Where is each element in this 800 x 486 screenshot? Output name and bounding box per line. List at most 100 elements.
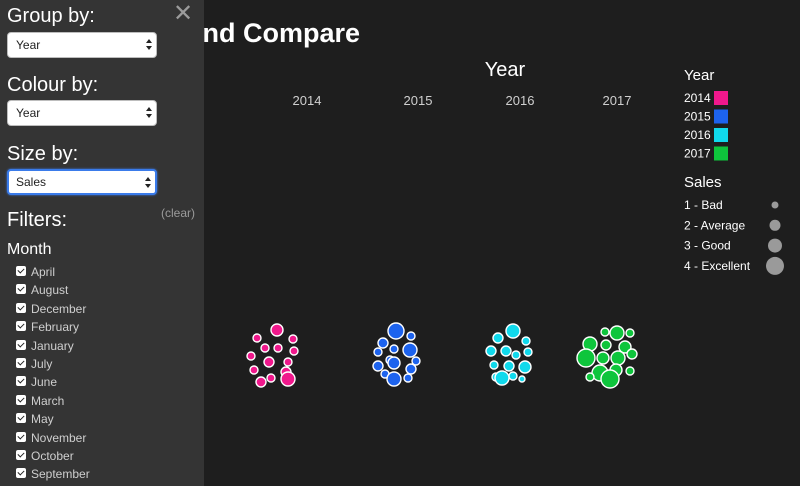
group-column-label: 2015 — [404, 93, 433, 108]
month-filter-label: March — [31, 393, 65, 408]
data-bubble — [596, 351, 610, 365]
month-filter-label: November — [31, 430, 87, 445]
colour-legend-swatch — [714, 91, 728, 105]
month-filter-label: December — [31, 301, 87, 316]
data-bubble — [389, 344, 399, 354]
data-bubble — [508, 371, 518, 381]
colour-legend-label: 2014 — [684, 91, 711, 105]
checkbox-checked-icon[interactable] — [16, 339, 26, 350]
group-column-label: 2014 — [293, 93, 322, 108]
colour-legend-swatch — [714, 146, 728, 161]
data-bubble — [402, 342, 418, 358]
data-bubble — [500, 345, 512, 357]
checkbox-checked-icon[interactable] — [16, 266, 26, 276]
data-bubble — [260, 343, 270, 353]
colour-by-value: Year — [16, 106, 41, 120]
checkbox-checked-icon[interactable] — [16, 358, 26, 368]
data-bubble — [585, 372, 595, 382]
size-legend-label: 3 - Good — [684, 239, 731, 253]
group-column-label: 2017 — [603, 93, 632, 108]
select-arrows-icon — [146, 106, 152, 120]
month-filter-label: January — [31, 338, 74, 353]
group-by-label: Group by: — [7, 5, 95, 27]
group-column-label: 2016 — [506, 93, 535, 108]
data-bubble — [511, 350, 521, 360]
data-bubble — [373, 347, 383, 357]
checkbox-checked-icon[interactable] — [16, 302, 26, 313]
data-bubble — [600, 339, 612, 351]
data-bubble — [255, 376, 267, 388]
colour-by-select[interactable]: Year — [7, 100, 157, 126]
close-icon[interactable]: ✕ — [173, 0, 194, 27]
data-bubble — [625, 366, 635, 376]
month-filter-label: October — [31, 449, 74, 463]
data-bubble — [403, 373, 413, 383]
checkbox-checked-icon[interactable] — [16, 431, 26, 442]
data-bubble — [503, 360, 515, 372]
data-bubble — [246, 351, 256, 361]
month-filter-heading: Month — [7, 241, 52, 258]
month-filter-label: May — [31, 412, 54, 427]
size-legend-label: 4 - Excellent — [684, 259, 751, 273]
checkbox-checked-icon[interactable] — [16, 376, 26, 387]
data-bubble — [387, 356, 401, 370]
clear-filters-link[interactable]: (clear) — [161, 206, 196, 220]
data-bubble — [273, 343, 283, 353]
size-legend-circle — [766, 256, 784, 275]
data-bubble — [270, 323, 284, 337]
data-bubble — [492, 332, 504, 344]
checkbox-checked-icon[interactable] — [16, 413, 26, 424]
data-bubble — [494, 370, 510, 386]
select-arrows-icon — [145, 176, 151, 190]
checkbox-checked-icon[interactable] — [16, 284, 26, 295]
data-bubble — [249, 365, 259, 375]
checkbox-checked-icon[interactable] — [16, 450, 26, 460]
size-by-select[interactable]: Sales — [7, 169, 157, 195]
size-legend-label: 2 - Average — [684, 218, 745, 232]
data-bubble — [406, 331, 416, 341]
data-bubble — [485, 345, 497, 357]
month-filter-label: August — [31, 283, 69, 298]
data-bubble — [600, 369, 620, 389]
checkbox-checked-icon[interactable] — [16, 394, 26, 405]
data-bubble — [289, 346, 299, 356]
colour-legend-swatch — [714, 109, 728, 124]
checkbox-checked-icon[interactable] — [16, 321, 26, 332]
data-bubble — [518, 360, 532, 374]
size-legend-circle — [769, 219, 781, 231]
data-bubble — [523, 347, 533, 357]
size-by-label: Size by: — [7, 143, 79, 165]
select-arrows-icon — [146, 38, 152, 52]
colour-legend-title: Year — [684, 67, 714, 84]
data-bubble — [626, 348, 638, 360]
group-axis-title: Year — [485, 59, 526, 81]
month-filter-label: July — [31, 357, 53, 371]
data-bubble — [576, 348, 596, 368]
group-by-value: Year — [16, 38, 41, 52]
data-bubble — [405, 363, 417, 375]
data-bubble — [266, 373, 276, 383]
month-filter-label: February — [31, 320, 80, 335]
checkbox-checked-icon[interactable] — [16, 468, 26, 479]
data-bubble — [609, 325, 625, 341]
data-bubble — [489, 360, 499, 370]
data-bubble — [252, 333, 262, 343]
colour-legend-label: 2017 — [684, 147, 711, 161]
data-bubble — [263, 356, 275, 368]
group-by-select[interactable]: Year — [7, 32, 157, 58]
month-filter-label: April — [31, 265, 56, 279]
colour-legend-label: 2015 — [684, 110, 711, 124]
data-bubble — [372, 360, 384, 372]
data-bubble — [505, 323, 521, 339]
colour-legend-swatch — [714, 128, 728, 142]
settings-panel: ✕ Group by: Year Colour by: Year Size by… — [0, 0, 204, 486]
size-legend-circle — [768, 238, 782, 253]
filters-heading: Filters: — [7, 209, 67, 231]
month-filter-label: September — [31, 467, 90, 482]
size-by-value: Sales — [16, 175, 47, 189]
size-legend-circle — [771, 201, 779, 209]
data-bubble — [377, 337, 389, 349]
data-bubble — [280, 371, 296, 387]
